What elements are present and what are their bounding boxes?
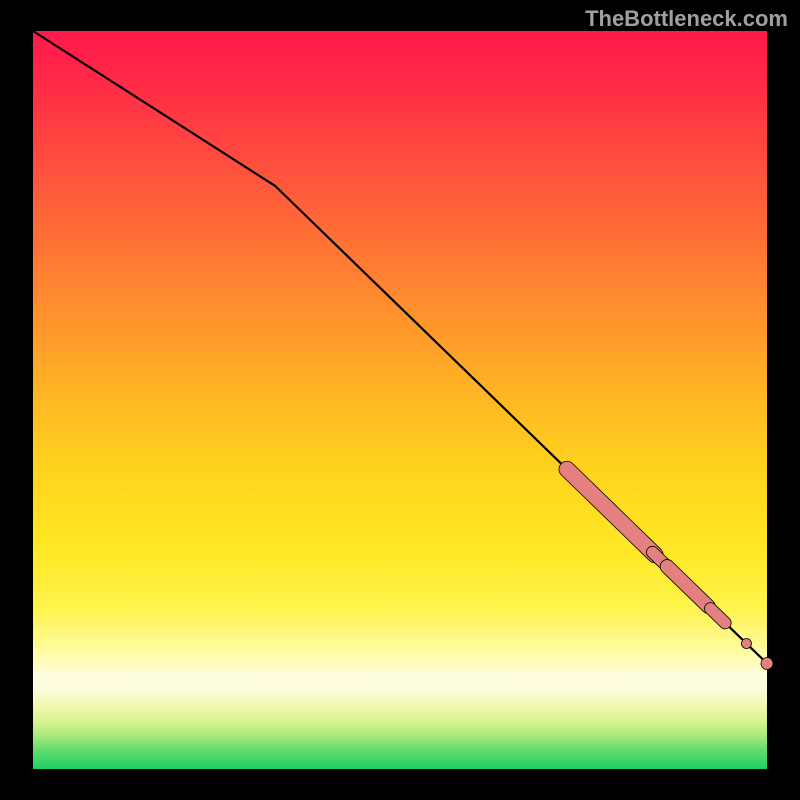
watermark-label: TheBottleneck.com bbox=[585, 6, 788, 32]
data-marker bbox=[702, 600, 734, 631]
trend-line bbox=[33, 31, 767, 663]
data-marker bbox=[761, 657, 773, 669]
chart-overlay-svg bbox=[0, 0, 800, 800]
data-marker bbox=[741, 639, 751, 649]
chart-canvas: TheBottleneck.com bbox=[0, 0, 800, 800]
